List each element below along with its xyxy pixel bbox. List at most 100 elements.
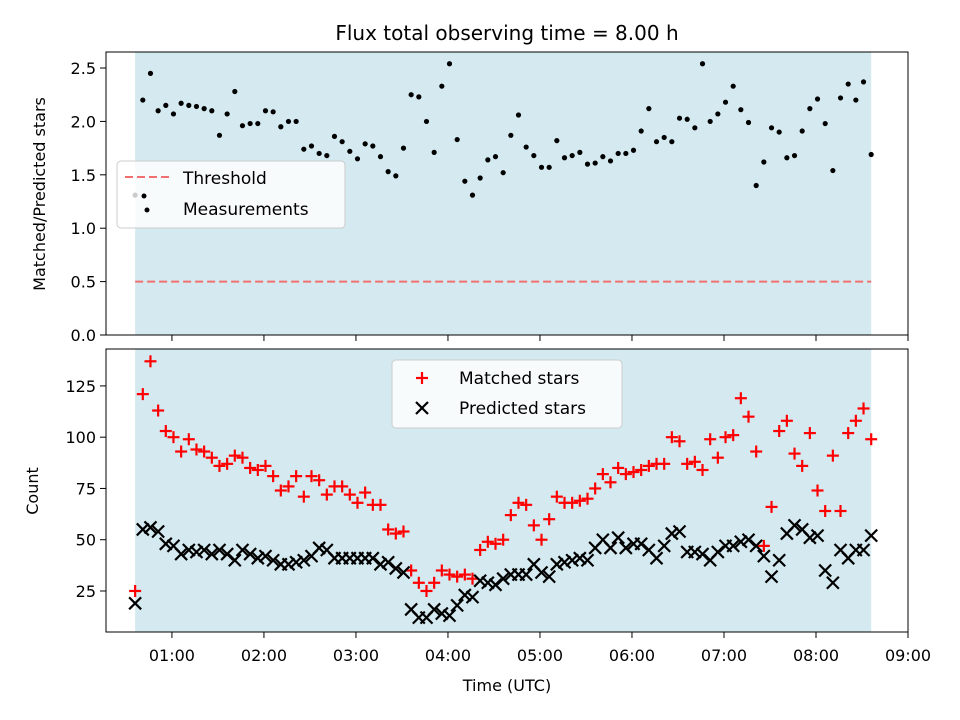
matched-star-point <box>474 543 487 556</box>
predicted-star-point <box>665 526 679 541</box>
measurement-point <box>201 106 207 112</box>
predicted-star-point <box>281 557 296 572</box>
legend-threshold-label: Threshold <box>182 169 267 189</box>
predicted-star-point <box>458 588 472 602</box>
measurement-point <box>822 120 828 127</box>
measurement-point <box>707 118 713 125</box>
measurement-point <box>753 182 759 189</box>
predicted-star-point <box>787 518 802 533</box>
legend-measurements-swatch-a <box>141 193 147 199</box>
measurement-point <box>140 97 146 103</box>
matched-star-point <box>612 461 625 474</box>
measurement-point <box>324 152 330 159</box>
matched-star-point <box>443 568 456 581</box>
matched-star-point <box>274 484 287 497</box>
matched-star-point <box>834 505 847 518</box>
predicted-star-point <box>205 547 219 561</box>
matched-star-point <box>796 459 809 472</box>
matched-star-point <box>297 490 310 503</box>
matched-star-point <box>865 433 878 446</box>
matched-star-point <box>412 576 425 589</box>
measurement-point <box>592 160 598 166</box>
measurement-point <box>868 151 874 158</box>
matched-star-point <box>244 461 257 474</box>
matched-star-point <box>673 435 686 448</box>
matched-star-point <box>236 451 249 464</box>
measurement-point <box>446 61 453 67</box>
matched-star-point <box>581 492 594 505</box>
top-y-tick-label: 0.0 <box>71 326 96 345</box>
legend-predicted-swatch <box>415 401 429 415</box>
measurement-point <box>147 70 154 76</box>
predicted-star-point <box>764 569 779 584</box>
measurement-point <box>799 128 805 134</box>
measurement-point <box>845 81 851 87</box>
matched-star-point <box>842 427 855 440</box>
matched-star-point <box>635 463 648 476</box>
measurement-point <box>193 103 200 110</box>
top-y-tick-label: 1.5 <box>71 166 96 185</box>
matched-star-point <box>535 533 548 546</box>
measurement-point <box>692 125 698 131</box>
predicted-star-point <box>481 576 495 590</box>
measurement-point <box>186 102 192 108</box>
predicted-star-point <box>611 530 625 545</box>
measurement-point <box>339 139 345 145</box>
predicted-star-point <box>312 541 326 555</box>
predicted-star-point <box>258 549 273 563</box>
measurement-point <box>577 149 583 155</box>
measurement-point <box>776 129 782 135</box>
predicted-star-point <box>757 549 771 563</box>
matched-star-point <box>704 433 717 446</box>
predicted-star-point <box>197 543 211 557</box>
measurement-point <box>393 173 399 179</box>
matched-star-point <box>803 427 816 440</box>
matched-star-point <box>788 447 801 460</box>
matched-star-point <box>550 490 563 503</box>
predicted-star-point <box>818 563 832 578</box>
matched-star-point <box>642 459 655 472</box>
matched-star-point <box>573 494 586 507</box>
matched-star-point <box>182 433 195 446</box>
legend-measurements-swatch-b <box>144 207 150 213</box>
top-y-tick-label: 0.5 <box>71 273 96 292</box>
predicted-star-point <box>619 541 633 555</box>
matched-star-point <box>826 449 839 462</box>
matched-star-point <box>228 449 241 462</box>
top-y-tick-label: 2.0 <box>71 112 96 131</box>
bottom-x-tick-label: 09:00 <box>885 646 931 665</box>
measurement-point <box>738 107 744 113</box>
bottom-x-tick-label: 07:00 <box>701 646 747 665</box>
matched-star-point <box>320 488 333 501</box>
matched-star-point <box>489 537 502 550</box>
matched-star-point <box>466 572 479 585</box>
matched-star-point <box>175 445 188 458</box>
top-x-ticks <box>171 335 909 341</box>
matched-star-point <box>213 459 226 472</box>
predicted-star-point <box>603 541 618 555</box>
bottom-x-tick-label: 03:00 <box>333 646 379 665</box>
legend-measurements-label: Measurements <box>183 200 309 220</box>
measurement-point <box>385 169 391 175</box>
bottom-y-tick-label: 125 <box>65 377 96 396</box>
matched-star-point <box>198 445 211 458</box>
matched-star-point <box>857 402 870 415</box>
matched-star-point <box>742 410 755 423</box>
matched-star-point <box>458 568 471 581</box>
measurement-point <box>155 108 161 114</box>
predicted-star-point <box>726 539 740 553</box>
matched-star-point <box>259 459 272 472</box>
matched-star-point <box>543 513 556 526</box>
measurement-point <box>285 118 292 125</box>
matched-star-point <box>129 584 142 597</box>
bottom-x-tick-label: 06:00 <box>609 646 655 665</box>
bottom-x-tick-label: 04:00 <box>425 646 471 665</box>
measurement-point <box>362 141 368 147</box>
bottom-y-ticks: 25 50 75 100 125 <box>65 377 106 601</box>
matched-star-point <box>267 470 280 483</box>
predicted-star-point <box>803 530 817 545</box>
predicted-star-point <box>810 528 825 543</box>
measurement-point <box>508 132 514 138</box>
matched-star-point <box>849 414 862 427</box>
